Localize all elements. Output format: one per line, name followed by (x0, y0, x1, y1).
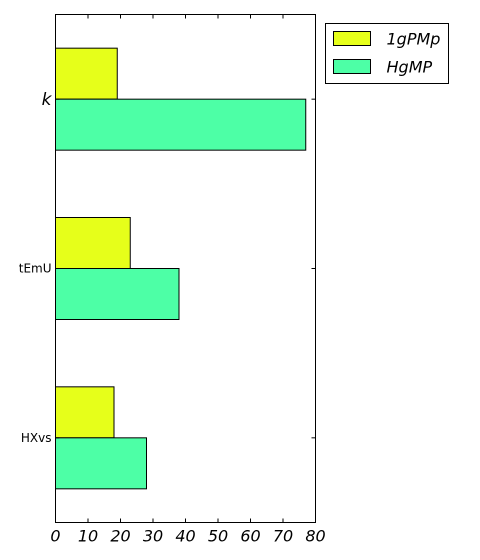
y-tick-label: HXvs (21, 431, 52, 445)
x-tick-label: 40 (175, 527, 195, 546)
legend: 1gPMp HgMP (325, 23, 449, 84)
bar-HgMP-HXvs (55, 437, 147, 490)
bar-1gPMp-k (55, 47, 118, 100)
x-tick-label: 70 (273, 527, 293, 546)
bar-HgMP-k (55, 98, 307, 151)
legend-label-HgMP: HgMP (387, 58, 433, 77)
bar-1gPMp-HXvs (55, 386, 115, 439)
ticks-group: k tEmU HXvs 0 10 20 30 40 50 60 70 80 (19, 14, 326, 546)
bar-1gPMp-tEmU (55, 217, 131, 269)
x-tick-label: 80 (305, 527, 325, 546)
x-tick-label: 20 (110, 527, 130, 546)
y-tick-label: k (42, 90, 53, 110)
x-tick-label: 10 (78, 527, 98, 546)
legend-label-1gPMp: 1gPMp (387, 30, 441, 49)
x-tick-label: 30 (143, 527, 163, 546)
bars-group (55, 47, 307, 490)
y-tick-label: tEmU (19, 262, 52, 276)
legend-swatch-1gPMp (333, 31, 371, 46)
legend-swatch-HgMP (333, 59, 371, 74)
bar-HgMP-tEmU (55, 268, 180, 320)
x-tick-label: 0 (50, 527, 60, 546)
x-tick-label: 60 (240, 527, 260, 546)
x-tick-label: 50 (208, 527, 228, 546)
